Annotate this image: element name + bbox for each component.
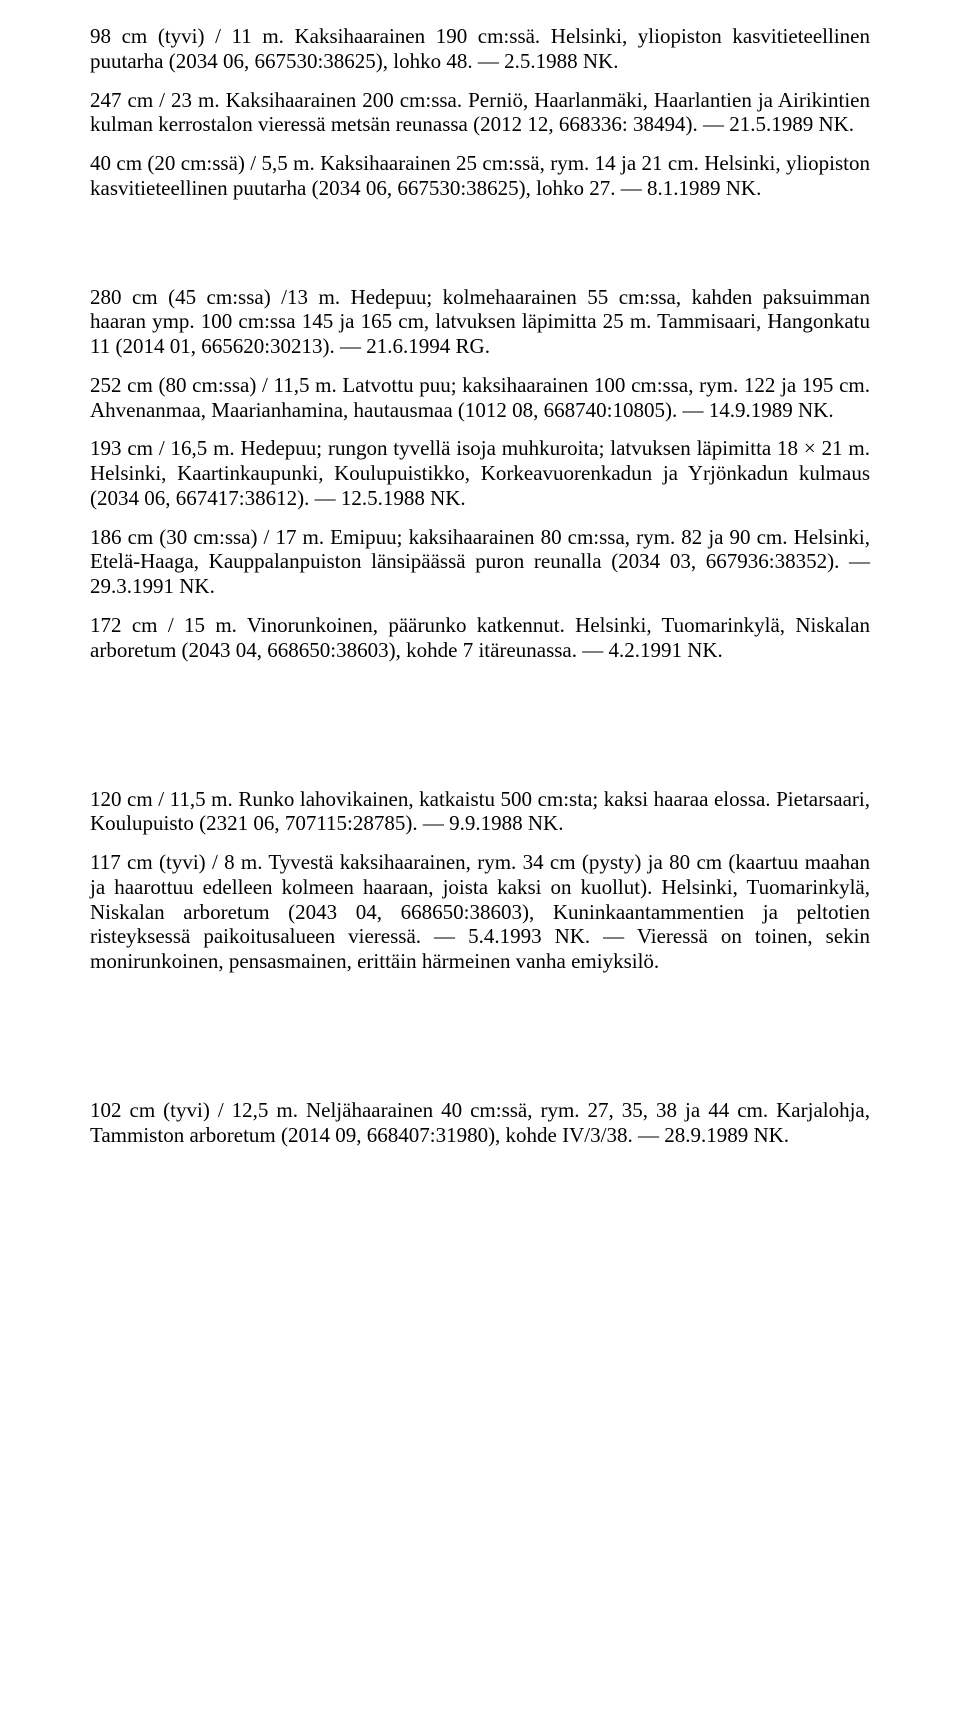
- paragraph-5: 252 cm (80 cm:ssa) / 11,5 m. Latvottu pu…: [90, 373, 870, 423]
- section-gap: [90, 677, 870, 787]
- document-page: 98 cm (tyvi) / 11 m. Kaksihaarainen 190 …: [0, 0, 960, 1718]
- paragraph-1: 98 cm (tyvi) / 11 m. Kaksihaarainen 190 …: [90, 24, 870, 74]
- paragraph-9: 120 cm / 11,5 m. Runko lahovikainen, kat…: [90, 787, 870, 837]
- paragraph-2: 247 cm / 23 m. Kaksihaarainen 200 cm:ssa…: [90, 88, 870, 138]
- section-gap: [90, 215, 870, 285]
- paragraph-11: 102 cm (tyvi) / 12,5 m. Neljähaarainen 4…: [90, 1098, 870, 1148]
- paragraph-7: 186 cm (30 cm:ssa) / 17 m. Emipuu; kaksi…: [90, 525, 870, 599]
- paragraph-3: 40 cm (20 cm:ssä) / 5,5 m. Kaksihaaraine…: [90, 151, 870, 201]
- paragraph-8: 172 cm / 15 m. Vinorunkoinen, päärunko k…: [90, 613, 870, 663]
- section-gap: [90, 988, 870, 1098]
- paragraph-6: 193 cm / 16,5 m. Hedepuu; rungon tyvellä…: [90, 436, 870, 510]
- paragraph-10: 117 cm (tyvi) / 8 m. Tyvestä kaksihaarai…: [90, 850, 870, 974]
- paragraph-4: 280 cm (45 cm:ssa) /13 m. Hedepuu; kolme…: [90, 285, 870, 359]
